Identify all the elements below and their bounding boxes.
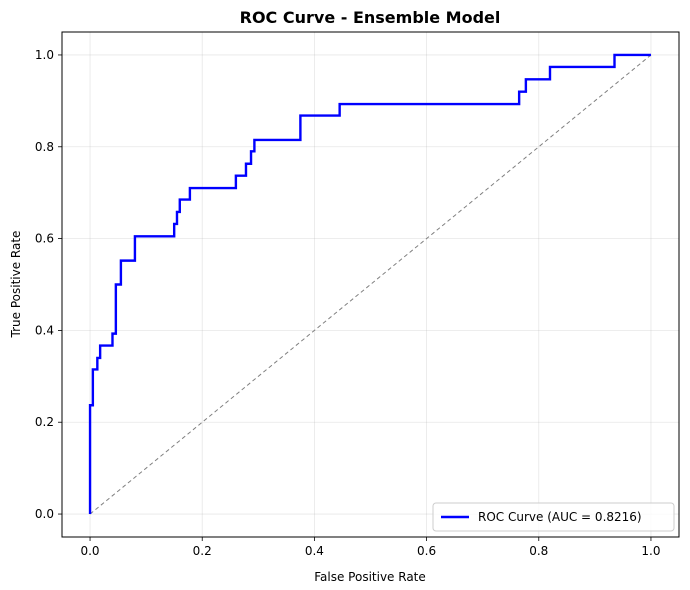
y-tick-label: 0.2 [35, 415, 54, 429]
y-tick-label: 1.0 [35, 48, 54, 62]
x-tick-label: 0.2 [193, 544, 212, 558]
x-tick-label: 0.0 [80, 544, 99, 558]
tick-layer: 0.0 0.2 0.4 0.6 0.8 1.0 0.0 0.2 0.4 0.6 0.8 1.0 [35, 48, 661, 558]
x-tick-label: 0.8 [529, 544, 548, 558]
legend-box [432, 502, 675, 532]
x-tick-label: 1.0 [641, 544, 660, 558]
legend: ROC Curve (AUC = 0.8216) [432, 502, 675, 532]
x-axis-label: False Positive Rate [314, 570, 426, 584]
y-tick-label: 0.4 [35, 323, 54, 337]
x-tick-label: 0.4 [305, 544, 324, 558]
chart-title: ROC Curve - Ensemble Model [240, 8, 501, 27]
grid-layer [62, 32, 679, 537]
x-tick-label: 0.6 [417, 544, 436, 558]
y-tick-label: 0.6 [35, 232, 54, 246]
random-classifier-line [89, 54, 652, 515]
y-tick-label: 0.8 [35, 140, 54, 154]
plot-frame [61, 31, 680, 538]
roc-curve-line [88, 53, 651, 515]
y-axis-label: True Positive Rate [9, 231, 23, 339]
y-tick-label: 0.0 [35, 507, 54, 521]
legend-roc-label: ROC Curve (AUC = 0.8216) [478, 510, 642, 524]
series-layer [88, 53, 652, 515]
